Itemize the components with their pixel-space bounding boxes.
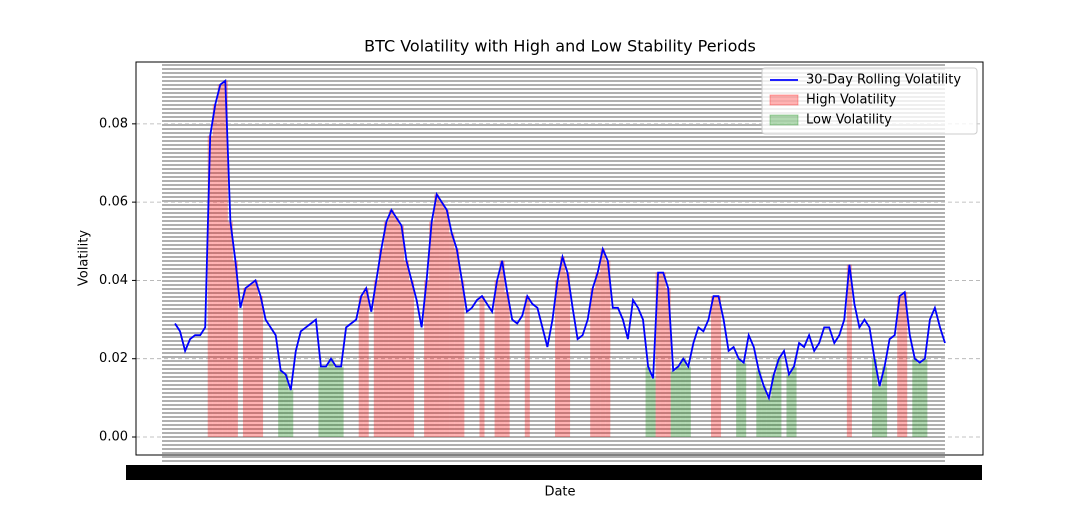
high-volatility-fill bbox=[403, 260, 410, 437]
high-volatility-fill bbox=[363, 288, 369, 437]
high-volatility-fill bbox=[429, 221, 435, 437]
high-volatility-fill bbox=[897, 296, 903, 437]
low-volatility-fill bbox=[771, 374, 777, 437]
high-volatility-fill bbox=[383, 221, 389, 437]
legend-box bbox=[761, 67, 978, 135]
low-volatility-fill bbox=[766, 397, 772, 437]
high-volatility-fill bbox=[212, 104, 218, 437]
low-volatility-fill bbox=[756, 370, 762, 437]
high-volatility-fill bbox=[373, 280, 379, 437]
high-volatility-fill bbox=[499, 260, 505, 437]
low-volatility-fill bbox=[283, 374, 289, 437]
high-volatility-fill bbox=[424, 280, 430, 437]
x-tick-labels-overlap bbox=[126, 465, 982, 480]
high-volatility-fill bbox=[232, 260, 238, 437]
plot-frame bbox=[135, 61, 984, 456]
high-volatility-fill bbox=[560, 256, 566, 437]
high-volatility-fill bbox=[846, 264, 852, 437]
y-tick-label: 0.02 bbox=[99, 351, 128, 366]
high-volatility-fill bbox=[665, 288, 671, 437]
high-volatility-fill bbox=[716, 296, 722, 437]
low-volatility-fill bbox=[882, 366, 888, 437]
legend-label: High Volatility bbox=[806, 93, 896, 108]
low-volatility-fill bbox=[922, 358, 928, 437]
high-volatility-fill bbox=[554, 280, 560, 437]
high-volatility-fill bbox=[398, 225, 404, 437]
high-volatility-fill bbox=[565, 272, 571, 437]
high-volatility-fill bbox=[388, 209, 394, 437]
low-volatility-fill bbox=[318, 366, 324, 437]
high-volatility-fill bbox=[605, 260, 611, 437]
high-volatility-fill bbox=[222, 80, 228, 437]
low-volatility-fill bbox=[736, 358, 742, 437]
low-volatility-fill bbox=[917, 362, 923, 437]
high-volatility-fill bbox=[247, 284, 254, 437]
high-volatility-fill bbox=[902, 292, 908, 437]
low-volatility-fill bbox=[680, 358, 686, 437]
high-volatility-fill bbox=[253, 280, 259, 437]
high-volatility-fill bbox=[358, 296, 364, 437]
low-volatility-fill bbox=[338, 366, 344, 437]
high-volatility-fill bbox=[655, 272, 661, 437]
low-volatility-fill bbox=[278, 370, 284, 437]
high-volatility-fill bbox=[454, 249, 460, 437]
high-volatility-fill bbox=[600, 249, 606, 437]
low-volatility-fill bbox=[776, 358, 782, 437]
high-volatility-fill bbox=[217, 84, 223, 437]
high-volatility-fill bbox=[434, 194, 440, 437]
y-tick-label: 0.06 bbox=[99, 195, 128, 210]
y-axis-label: Volatility bbox=[77, 230, 92, 286]
low-volatility-fill bbox=[877, 386, 883, 437]
low-volatility-fill bbox=[328, 358, 334, 437]
low-volatility-fill bbox=[670, 370, 676, 437]
low-volatility-fill bbox=[288, 390, 294, 437]
low-volatility-fill bbox=[333, 366, 339, 437]
high-volatility-fill bbox=[710, 296, 717, 437]
y-tick-label: 0.04 bbox=[99, 273, 128, 288]
low-volatility-fill bbox=[323, 366, 329, 437]
high-volatility-fill bbox=[439, 202, 445, 437]
legend-swatch bbox=[769, 94, 799, 106]
high-volatility-fill bbox=[378, 249, 384, 437]
low-volatility-fill bbox=[650, 378, 656, 437]
legend-label: 30-Day Rolling Volatility bbox=[806, 73, 961, 88]
high-volatility-fill bbox=[449, 233, 455, 437]
low-volatility-fill bbox=[786, 374, 792, 437]
high-volatility-fill bbox=[207, 135, 213, 437]
high-volatility-fill bbox=[494, 280, 500, 437]
high-volatility-fill bbox=[660, 272, 666, 437]
high-volatility-fill bbox=[590, 288, 596, 437]
low-volatility-fill bbox=[912, 358, 918, 437]
high-volatility-fill bbox=[242, 288, 248, 437]
volatility-line bbox=[174, 79, 946, 401]
legend-label: Low Volatility bbox=[806, 113, 892, 128]
high-volatility-fill bbox=[393, 217, 399, 437]
high-volatility-fill bbox=[409, 280, 415, 437]
high-volatility-fill bbox=[444, 209, 450, 437]
chart-title: BTC Volatility with High and Low Stabili… bbox=[364, 37, 756, 56]
low-volatility-fill bbox=[741, 362, 747, 437]
high-volatility-fill bbox=[258, 296, 264, 437]
low-volatility-fill bbox=[791, 366, 797, 437]
low-volatility-fill bbox=[761, 386, 767, 437]
high-volatility-fill bbox=[227, 221, 233, 437]
high-volatility-fill bbox=[595, 272, 601, 437]
high-volatility-fill bbox=[524, 296, 530, 437]
high-volatility-fill bbox=[459, 280, 465, 437]
y-tick-label: 0.00 bbox=[99, 429, 128, 444]
legend-swatch bbox=[769, 114, 799, 126]
low-volatility-fill bbox=[675, 366, 681, 437]
low-volatility-fill bbox=[645, 366, 651, 437]
high-volatility-fill bbox=[504, 292, 510, 437]
x-axis-label: Date bbox=[544, 485, 575, 500]
y-tick-label: 0.08 bbox=[99, 116, 128, 131]
low-volatility-fill bbox=[872, 358, 878, 437]
high-volatility-fill bbox=[479, 296, 485, 437]
low-volatility-fill bbox=[685, 366, 691, 437]
